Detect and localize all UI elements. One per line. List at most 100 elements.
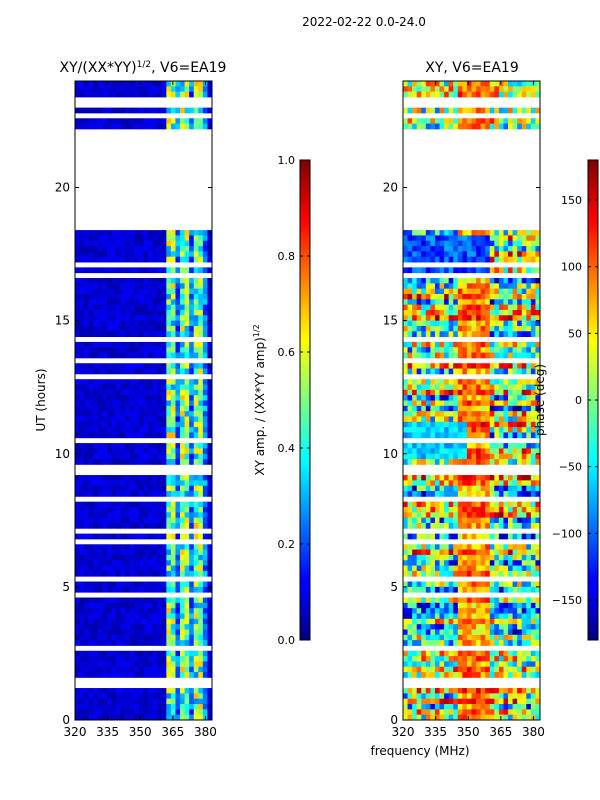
heatmap-cell	[184, 517, 190, 524]
heatmap-cell	[207, 491, 213, 497]
heatmap-cell	[75, 554, 80, 561]
heatmap-cell	[412, 352, 418, 359]
heatmap-cell	[430, 443, 436, 449]
heatmap-cell	[106, 544, 112, 551]
heatmap-cell	[148, 544, 154, 551]
heatmap-cell	[517, 368, 523, 375]
heatmap-cell	[148, 107, 154, 114]
heatmap-cell	[434, 325, 440, 332]
heatmap-cell	[508, 554, 513, 561]
heatmap-cell	[116, 650, 122, 657]
heatmap-cell	[421, 325, 427, 332]
heatmap-cell	[207, 533, 213, 540]
heatmap-cell	[412, 448, 418, 455]
heatmap-cell	[138, 453, 144, 460]
heatmap-cell	[75, 624, 80, 630]
heatmap-cell	[412, 347, 418, 353]
heatmap-cell	[498, 294, 504, 300]
heatmap-cell	[193, 544, 199, 551]
heatmap-cell	[180, 629, 185, 636]
heatmap-cell	[508, 570, 513, 577]
heatmap-cell	[157, 283, 163, 290]
heatmap-cell	[120, 443, 126, 449]
heatmap-cell	[134, 331, 140, 337]
heatmap-cell	[462, 91, 468, 98]
heatmap-cell	[462, 411, 468, 417]
heatmap-cell	[97, 480, 103, 487]
heatmap-cell	[111, 597, 117, 604]
heatmap-cell	[125, 91, 131, 98]
heatmap-cell	[430, 485, 436, 492]
heatmap-cell	[471, 118, 477, 125]
heatmap-cell	[480, 443, 486, 449]
heatmap-cell	[489, 416, 495, 423]
heatmap-cell	[425, 650, 431, 657]
heatmap-cell	[84, 459, 90, 465]
heatmap-cell	[485, 507, 491, 513]
heatmap-cell	[471, 427, 477, 433]
heatmap-cell	[111, 443, 117, 449]
heatmap-cell	[412, 331, 418, 337]
heatmap-cell	[448, 325, 454, 332]
heatmap-cell	[476, 640, 482, 646]
heatmap-cell	[517, 283, 523, 290]
heatmap-cell	[125, 704, 131, 710]
heatmap-cell	[148, 421, 154, 428]
heatmap-cell	[444, 443, 450, 449]
heatmap-cell	[180, 656, 185, 662]
heatmap-cell	[412, 389, 418, 396]
heatmap-cell	[189, 656, 195, 662]
heatmap-cell	[471, 650, 477, 657]
heatmap-cell	[157, 325, 163, 332]
heatmap-cell	[462, 602, 468, 609]
heatmap-cell	[521, 709, 527, 716]
heatmap-cell	[476, 485, 482, 492]
heatmap-cell	[412, 395, 418, 401]
heatmap-cell	[116, 597, 122, 604]
heatmap-cell	[93, 688, 99, 694]
heatmap-cell	[84, 405, 90, 412]
heatmap-cell	[143, 443, 149, 449]
heatmap-cell	[430, 331, 436, 337]
heatmap-cell	[498, 230, 504, 236]
heatmap-cell	[498, 517, 504, 524]
heatmap-cell	[416, 352, 422, 359]
heatmap-cell	[480, 480, 486, 487]
heatmap-cell	[503, 235, 509, 242]
heatmap-cell	[416, 448, 422, 455]
heatmap-cell	[530, 629, 536, 636]
heatmap-cell	[471, 693, 477, 700]
heatmap-cell	[129, 299, 135, 306]
heatmap-cell	[498, 597, 504, 604]
heatmap-cell	[439, 517, 445, 524]
heatmap-cell	[530, 693, 536, 700]
heatmap-cell	[425, 629, 431, 636]
heatmap-cell	[462, 315, 468, 322]
heatmap-cell	[498, 581, 504, 588]
heatmap-cell	[106, 389, 112, 396]
heatmap-cell	[462, 475, 468, 481]
heatmap-cell	[129, 389, 135, 396]
heatmap-cell	[434, 613, 440, 620]
heatmap-cell	[512, 288, 518, 295]
heatmap-cell	[508, 693, 513, 700]
heatmap-cell	[407, 704, 413, 710]
heatmap-cell	[170, 91, 176, 98]
heatmap-cell	[498, 283, 504, 290]
heatmap-cell	[412, 341, 418, 348]
heatmap-cell	[120, 325, 126, 332]
heatmap-cell	[148, 512, 154, 519]
heatmap-cell	[485, 618, 491, 625]
heatmap-cell	[448, 485, 454, 492]
heatmap-cell	[503, 560, 509, 566]
heatmap-cell	[97, 432, 103, 439]
heatmap-cell	[125, 331, 131, 337]
heatmap-cell	[453, 352, 459, 359]
heatmap-cell	[152, 666, 158, 673]
heatmap-cell	[157, 278, 163, 284]
heatmap-cell	[129, 421, 135, 428]
heatmap-cell	[116, 304, 122, 311]
heatmap-cell	[202, 704, 208, 710]
heatmap-cell	[170, 118, 176, 125]
heatmap-cell	[471, 320, 477, 327]
